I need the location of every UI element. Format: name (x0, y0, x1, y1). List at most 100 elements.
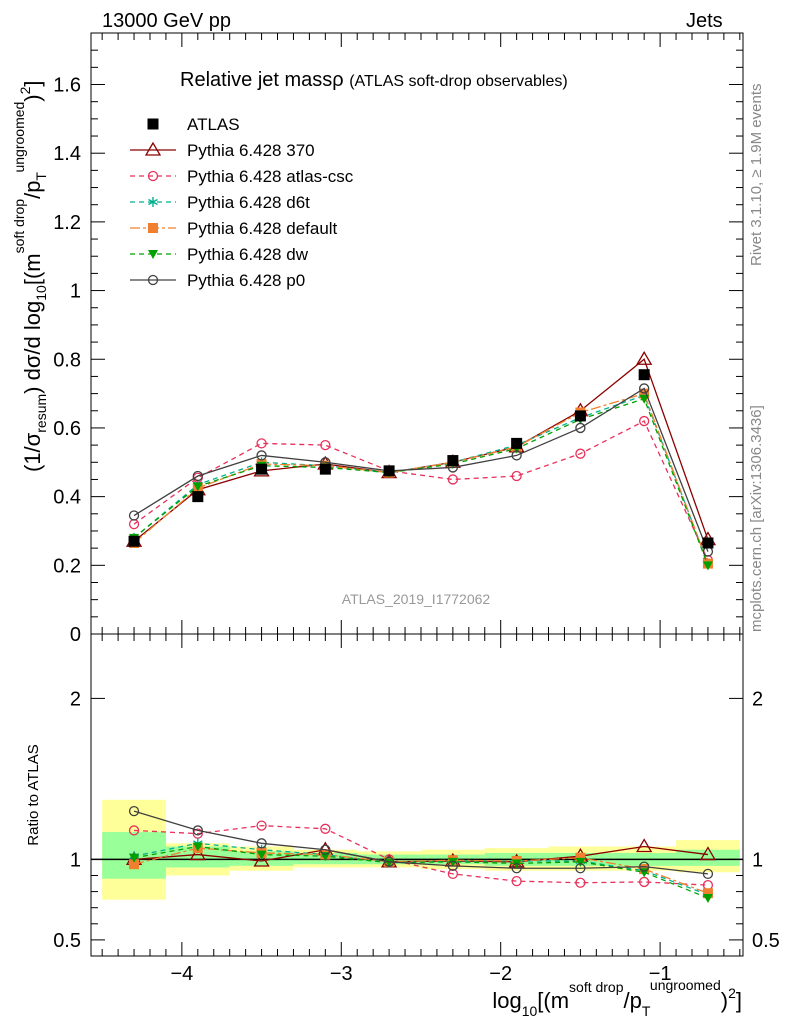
x-axis-label-part: [(m (537, 988, 569, 1013)
series-5 (128, 383, 714, 557)
marker-circle (192, 828, 203, 839)
marker-circle (639, 383, 650, 394)
marker-square (639, 388, 650, 399)
marker-circle (256, 838, 267, 849)
y-tick-label: 1.2 (53, 212, 81, 234)
y-axis-label-part: 10 (33, 285, 49, 301)
data-point (319, 463, 331, 475)
series-line (133, 420, 709, 561)
legend-label: Pythia 6.428 d6t (187, 193, 310, 212)
marker-circle (575, 877, 586, 888)
data-point (447, 455, 459, 467)
series-line (133, 397, 709, 566)
y-axis-label-part: (1/σ (20, 432, 45, 472)
y-axis-label-part: T (33, 172, 49, 181)
ratio-series-5 (128, 805, 714, 880)
x-axis-label: log10[(msoft drop/pTungroomed)2] (492, 977, 742, 1019)
marker-triangle (699, 846, 717, 861)
marker-triangle-down (702, 561, 713, 571)
marker-circle (128, 510, 140, 521)
marker-circle (511, 470, 522, 482)
marker-triangle (144, 141, 162, 156)
ratio-line (133, 810, 709, 875)
y-axis-label-part: soft drop (11, 199, 27, 254)
legend: ATLAS Pythia 6.428 370 Pythia 6.428 atlas-… (130, 115, 354, 290)
atlas-data (128, 369, 714, 549)
x-axis-label-part: 10 (522, 1003, 538, 1019)
x-tick-label: −4 (170, 963, 193, 985)
x-axis-label-part: ) (721, 988, 728, 1013)
ratio-y-tick-label-right: 2 (752, 688, 763, 710)
marker-triangle-down (639, 394, 650, 404)
marker-circle (511, 875, 522, 887)
series-4 (129, 394, 713, 571)
marker-circle (447, 860, 459, 871)
data-point (256, 463, 268, 475)
marker-triangle-down (129, 853, 140, 863)
ratio-y-tick-label: 0.5 (53, 930, 81, 952)
data-point (147, 118, 159, 130)
x-axis-label-part: soft drop (569, 979, 624, 995)
marker-asterisk (148, 197, 158, 207)
marker-circle (447, 868, 459, 880)
marker-circle (639, 415, 650, 427)
x-tick-label: −1 (649, 963, 672, 985)
x-axis-label-part: T (642, 1003, 651, 1019)
ratio-line (134, 824, 708, 886)
marker-asterisk-stroke (148, 198, 158, 206)
ratio-line (133, 847, 709, 894)
ratio-y-tick-label: 2 (70, 688, 81, 710)
marker-circle (128, 825, 140, 836)
ratio-y-axis-label: Ratio to ATLAS (25, 744, 42, 845)
y-axis-label-part: /p (20, 181, 45, 199)
marker-circle (320, 823, 331, 834)
marker-circle (256, 820, 267, 831)
marker-triangle-down (575, 857, 586, 867)
ratio-series-1 (128, 820, 714, 891)
y-axis-label-part: [(m (20, 253, 45, 285)
marker-triangle-down (447, 857, 458, 867)
y-tick-label: 0 (70, 624, 81, 646)
marker-circle (575, 422, 586, 434)
marker-triangle (636, 838, 653, 853)
legend-label: Pythia 6.428 default (187, 219, 338, 238)
marker-triangle-down (702, 894, 713, 904)
marker-triangle (636, 350, 653, 365)
y-tick-label: 1.6 (53, 75, 81, 97)
marker-square (148, 223, 158, 233)
marker-circle (192, 470, 203, 482)
x-axis-label-part: ungroomed (650, 977, 721, 993)
legend-label: Pythia 6.428 370 (187, 141, 315, 160)
x-tick-label: −3 (330, 963, 353, 985)
marker-circle (320, 844, 331, 855)
legend-label: Pythia 6.428 p0 (187, 271, 305, 290)
marker-circle (256, 450, 267, 461)
data-point (574, 410, 586, 422)
marker-circle (575, 448, 586, 459)
ratio-y-tick-label-right: 1 (752, 849, 763, 871)
marker-circle (639, 861, 650, 872)
y-axis-label: (1/σresum) dσ/d log10[(msoft drop/pTungr… (11, 80, 49, 472)
analysis-id-watermark: ATLAS_2019_I1772062 (342, 591, 491, 607)
marker-triangle-down (192, 482, 203, 492)
legend-label: Pythia 6.428 atlas-csc (187, 167, 354, 186)
marker-circle (702, 868, 714, 880)
y-axis-label-part: ungroomed (11, 102, 27, 173)
x-axis-label-part: log (492, 988, 521, 1013)
x-tick-label: −2 (489, 963, 512, 985)
marker-circle (320, 439, 331, 451)
data-point (128, 535, 140, 547)
marker-circle (128, 805, 140, 817)
plot-title: Relative jet massρ (ATLAS soft-drop obse… (180, 69, 568, 91)
y-tick-label: 0.6 (53, 418, 81, 440)
series-line (133, 387, 709, 552)
marker-circle (511, 863, 522, 874)
marker-triangle-down (192, 842, 203, 852)
y-axis-label-part: ) (20, 94, 45, 101)
marker-circle (147, 170, 159, 182)
ratio-plot-frame (90, 633, 744, 957)
series-line (133, 358, 709, 542)
ratio-y-tick-label-right: 0.5 (752, 930, 780, 952)
collision-energy-label: 13000 GeV pp (102, 10, 231, 32)
